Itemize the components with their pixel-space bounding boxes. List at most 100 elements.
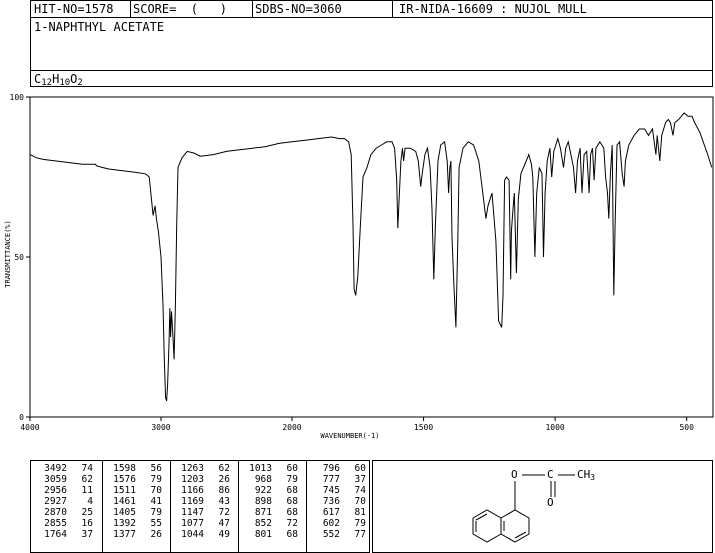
x-tick-label: 3000 xyxy=(151,423,171,432)
peak-row: 617 81 xyxy=(310,507,366,518)
header-panel: HIT-NO=1578 SCORE= ( ) SDBS-NO=3060 IR-N… xyxy=(30,0,713,88)
peak-row: 3059 62 xyxy=(37,474,93,485)
peak-row: 552 77 xyxy=(310,529,366,540)
peak-row: 1044 49 xyxy=(174,529,230,540)
peak-transmittance: 72 xyxy=(286,518,298,529)
peak-transmittance: 74 xyxy=(354,485,366,496)
peak-wavenumber: 898 xyxy=(254,496,272,507)
header-divider xyxy=(130,1,131,17)
carbonyl-carbon: C xyxy=(547,468,554,481)
peak-transmittance: 74 xyxy=(81,463,93,474)
peak-wavenumber: 801 xyxy=(254,529,272,540)
spectrum-line xyxy=(29,112,713,402)
x-tick-label: 4000 xyxy=(20,423,40,432)
peak-wavenumber: 1169 xyxy=(181,496,204,507)
peak-column-divider xyxy=(238,461,239,552)
peak-row: 1461 41 xyxy=(106,496,162,507)
peak-transmittance: 62 xyxy=(218,463,230,474)
peak-row: 796 60 xyxy=(310,463,366,474)
score: SCORE= ( ) xyxy=(133,2,227,16)
peak-wavenumber: 736 xyxy=(322,496,340,507)
peak-wavenumber: 2870 xyxy=(44,507,67,518)
header-row: HIT-NO=1578 SCORE= ( ) SDBS-NO=3060 IR-N… xyxy=(31,1,712,18)
structure-panel: O C CH3 O xyxy=(372,460,713,553)
naphthyl-acetate-structure xyxy=(472,474,575,543)
peak-wavenumber: 602 xyxy=(322,518,340,529)
peak-wavenumber: 552 xyxy=(322,529,340,540)
molecular-formula: C12H10O2 xyxy=(34,72,83,88)
peak-row: 1576 79 xyxy=(106,474,162,485)
peak-transmittance: 72 xyxy=(218,507,230,518)
peak-row: 736 70 xyxy=(310,496,366,507)
peak-wavenumber: 1511 xyxy=(113,485,136,496)
peak-table: 3492 74 3059 62 2956 11 2927 4 2870 25 2855 16 1764 3… xyxy=(30,460,370,553)
peak-row: 3492 74 xyxy=(37,463,93,474)
peak-transmittance: 79 xyxy=(150,474,162,485)
benzene-ring-left xyxy=(472,509,502,543)
peak-transmittance: 16 xyxy=(81,518,93,529)
ir-info: IR-NIDA-16609 : NUJOL MULL xyxy=(399,2,587,16)
peak-transmittance: 26 xyxy=(150,529,162,540)
x-tick-label: 2000 xyxy=(282,423,302,432)
peak-row: 1203 26 xyxy=(174,474,230,485)
peak-row: 2855 16 xyxy=(37,518,93,529)
peak-transmittance: 4 xyxy=(87,496,93,507)
peak-column-divider xyxy=(102,461,103,552)
peak-row: 1598 56 xyxy=(106,463,162,474)
x-tick-label: 1000 xyxy=(545,423,565,432)
hit-number: HIT-NO=1578 xyxy=(34,2,114,16)
peak-wavenumber: 3059 xyxy=(44,474,67,485)
peak-wavenumber: 1166 xyxy=(181,485,204,496)
plot-frame xyxy=(29,96,714,418)
peak-wavenumber: 796 xyxy=(322,463,340,474)
peak-row: 1166 86 xyxy=(174,485,230,496)
peak-transmittance: 79 xyxy=(354,518,366,529)
peak-wavenumber: 1405 xyxy=(113,507,136,518)
peak-wavenumber: 1392 xyxy=(113,518,136,529)
peak-row: 1511 70 xyxy=(106,485,162,496)
header-divider xyxy=(392,1,393,17)
peak-wavenumber: 2956 xyxy=(44,485,67,496)
peak-wavenumber: 922 xyxy=(254,485,272,496)
peak-transmittance: 55 xyxy=(150,518,162,529)
y-axis-title: TRANSMITTANCE(%) xyxy=(4,220,12,288)
peak-transmittance: 60 xyxy=(286,463,298,474)
peak-wavenumber: 1377 xyxy=(113,529,136,540)
peak-transmittance: 56 xyxy=(150,463,162,474)
sdbs-number: SDBS-NO=3060 xyxy=(255,2,342,16)
peak-row: 2956 11 xyxy=(37,485,93,496)
peak-wavenumber: 1598 xyxy=(113,463,136,474)
peak-row: 602 79 xyxy=(310,518,366,529)
peak-row: 1013 60 xyxy=(242,463,298,474)
y-tick-label: 50 xyxy=(14,253,24,262)
peak-transmittance: 68 xyxy=(286,496,298,507)
peak-row: 898 68 xyxy=(242,496,298,507)
peak-wavenumber: 871 xyxy=(254,507,272,518)
peak-transmittance: 60 xyxy=(354,463,366,474)
peak-wavenumber: 617 xyxy=(322,507,340,518)
peak-column-divider xyxy=(170,461,171,552)
peak-wavenumber: 852 xyxy=(254,518,272,529)
peak-transmittance: 37 xyxy=(354,474,366,485)
y-tick-label: 100 xyxy=(9,93,24,102)
peak-wavenumber: 3492 xyxy=(44,463,67,474)
peak-transmittance: 79 xyxy=(150,507,162,518)
peak-column-divider xyxy=(306,461,307,552)
peak-wavenumber: 1147 xyxy=(181,507,204,518)
peak-row: 777 37 xyxy=(310,474,366,485)
peak-wavenumber: 777 xyxy=(322,474,340,485)
peak-wavenumber: 1203 xyxy=(181,474,204,485)
peak-transmittance: 86 xyxy=(218,485,230,496)
peak-transmittance: 68 xyxy=(286,507,298,518)
peak-row: 1169 43 xyxy=(174,496,230,507)
peak-row: 1405 79 xyxy=(106,507,162,518)
ester-oxygen: O xyxy=(511,468,518,481)
peak-wavenumber: 1461 xyxy=(113,496,136,507)
peak-row: 968 79 xyxy=(242,474,298,485)
peak-row: 871 68 xyxy=(242,507,298,518)
peak-row: 745 74 xyxy=(310,485,366,496)
x-tick-label: 500 xyxy=(679,423,694,432)
benzene-ring-right xyxy=(500,509,530,543)
peak-wavenumber: 968 xyxy=(254,474,272,485)
